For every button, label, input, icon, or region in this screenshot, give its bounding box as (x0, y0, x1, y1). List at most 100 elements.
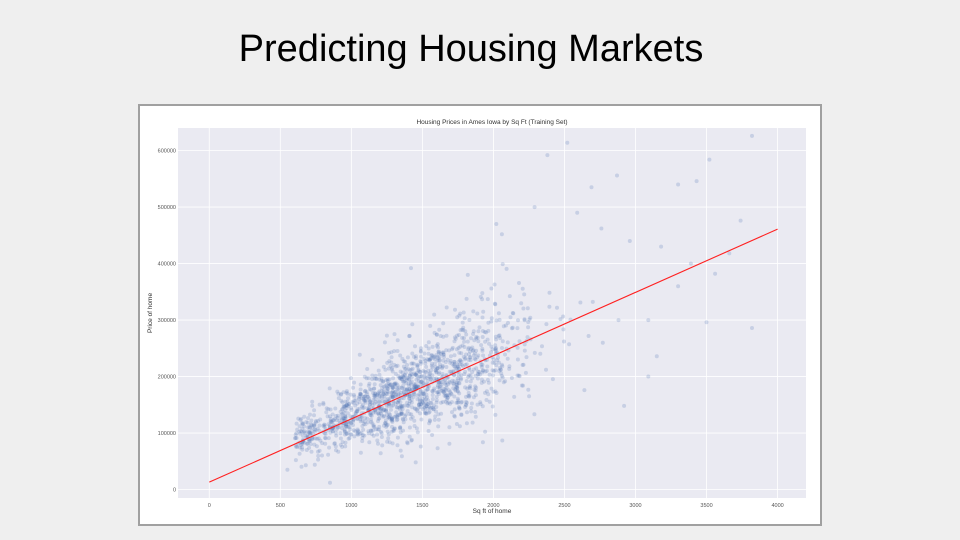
data-point (369, 417, 373, 422)
data-point (366, 429, 371, 434)
data-point (435, 366, 440, 371)
data-point (452, 373, 457, 378)
data-point (297, 451, 302, 456)
data-point (496, 311, 501, 316)
data-point (379, 431, 384, 436)
data-point (466, 393, 471, 398)
data-point (467, 355, 472, 360)
data-point (501, 324, 506, 329)
data-point (356, 432, 361, 437)
data-point (340, 411, 345, 416)
data-point (355, 409, 360, 414)
data-point (441, 321, 446, 326)
data-point (425, 395, 430, 400)
data-point (418, 359, 423, 364)
data-point (355, 407, 360, 412)
data-point (433, 368, 438, 373)
data-point (341, 423, 346, 428)
data-point (499, 373, 504, 378)
data-point (378, 409, 383, 413)
data-point (422, 398, 427, 403)
data-point (676, 182, 681, 187)
data-point (392, 389, 397, 394)
data-point (464, 399, 468, 404)
data-point (547, 304, 552, 309)
data-point (310, 403, 315, 408)
data-point (440, 372, 445, 376)
data-point (423, 405, 427, 410)
data-point (500, 375, 505, 380)
data-point (449, 369, 454, 374)
data-point (362, 405, 367, 410)
data-point (390, 416, 394, 421)
data-point (387, 416, 392, 421)
data-point (343, 440, 348, 445)
data-point (405, 409, 410, 414)
data-point (393, 371, 398, 376)
data-point (487, 341, 491, 346)
data-point (437, 362, 442, 367)
data-point (382, 388, 387, 393)
data-point (478, 402, 483, 407)
data-point (307, 425, 312, 430)
data-point (386, 350, 391, 355)
data-point (545, 153, 550, 158)
data-point (409, 382, 414, 387)
data-point (377, 377, 382, 382)
data-point (376, 390, 381, 395)
data-point (367, 387, 372, 392)
data-point (416, 379, 421, 384)
data-point (385, 392, 390, 396)
data-point (378, 451, 383, 456)
data-point (575, 210, 580, 215)
data-point (349, 407, 354, 412)
data-point (421, 391, 426, 396)
data-point (400, 379, 405, 384)
data-point (353, 398, 358, 403)
data-point (395, 363, 400, 368)
data-point (479, 362, 484, 367)
data-point (403, 412, 408, 417)
data-point (371, 424, 376, 429)
data-point (394, 418, 399, 423)
data-point (420, 400, 425, 405)
data-point (452, 379, 457, 384)
data-point (403, 417, 408, 422)
data-point (521, 362, 526, 367)
data-point (453, 387, 458, 392)
data-point (367, 398, 372, 403)
data-point (317, 423, 322, 428)
data-point (411, 391, 416, 396)
data-point (396, 399, 401, 403)
data-point (409, 416, 413, 421)
data-point (457, 405, 461, 409)
data-point (475, 335, 480, 340)
data-point (297, 424, 302, 429)
data-point (439, 382, 444, 387)
data-point (412, 382, 417, 387)
data-point (418, 349, 423, 354)
data-point (390, 424, 394, 429)
data-point (455, 364, 460, 369)
data-point (315, 436, 320, 441)
data-point (335, 415, 340, 420)
data-point (388, 383, 392, 388)
data-point (420, 392, 425, 396)
data-point (348, 392, 353, 397)
data-point (590, 299, 595, 304)
data-point (357, 352, 362, 357)
data-point (491, 357, 496, 362)
data-point (489, 386, 494, 391)
data-point (338, 431, 343, 436)
data-point (393, 390, 398, 395)
data-point (430, 389, 435, 393)
data-point (415, 409, 420, 414)
data-point (358, 419, 363, 424)
data-point (313, 420, 318, 425)
data-point (343, 415, 348, 420)
data-point (464, 400, 469, 405)
data-point (347, 420, 352, 425)
data-point (390, 369, 395, 374)
data-point (377, 389, 382, 394)
data-point (455, 400, 460, 405)
